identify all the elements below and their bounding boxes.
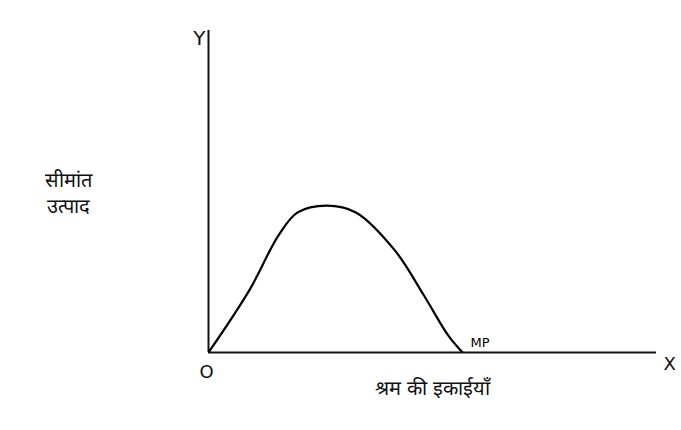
- svg-text:X: X: [664, 353, 676, 374]
- svg-text:O: O: [199, 361, 213, 382]
- svg-text:Y: Y: [192, 26, 206, 50]
- svg-text:सीमांतउत्पाद: सीमांतउत्पाद: [45, 168, 93, 218]
- svg-text:MP: MP: [471, 335, 490, 350]
- svg-text:श्रम की इकाईयाँ: श्रम की इकाईयाँ: [375, 376, 492, 400]
